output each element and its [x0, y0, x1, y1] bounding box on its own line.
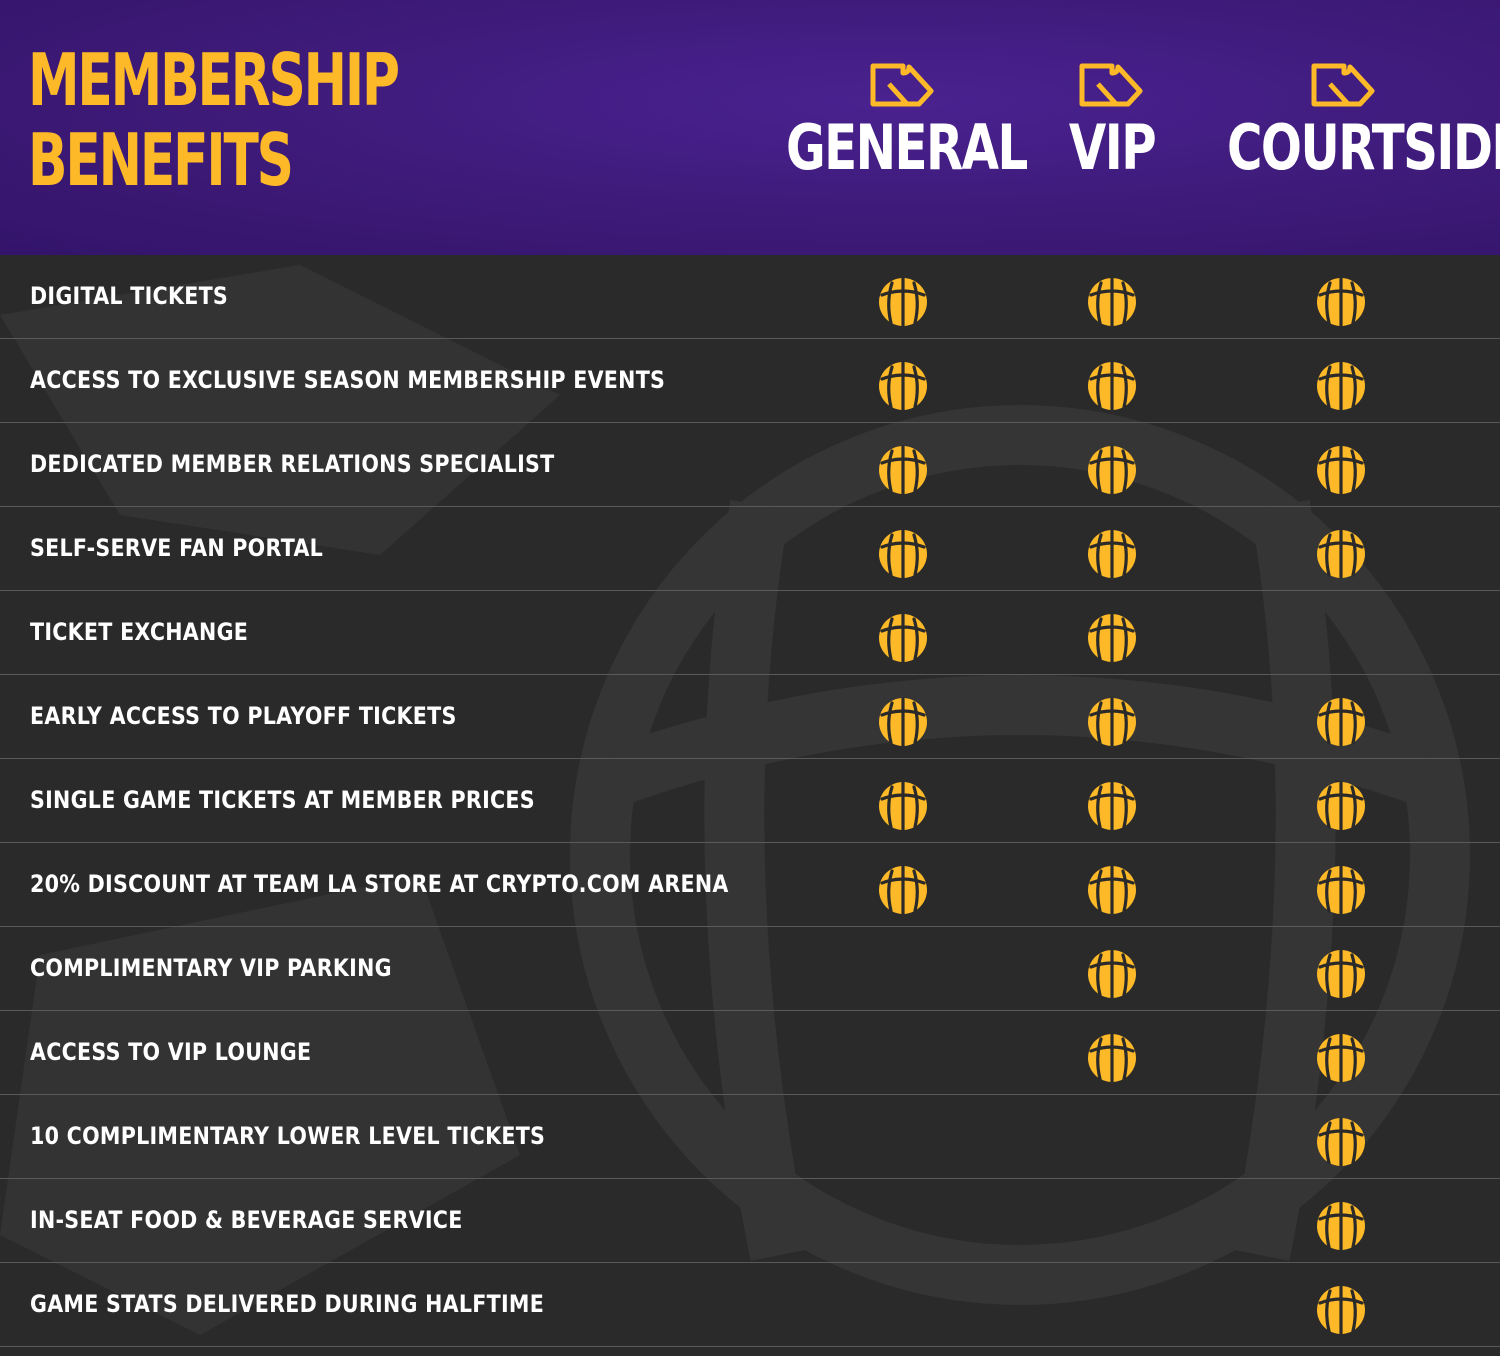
- tier-name-courtside: COURTSIDE: [1227, 111, 1500, 184]
- benefit-row: TICKET EXCHANGE: [0, 591, 1500, 675]
- basketball-icon: [1316, 445, 1366, 495]
- benefit-label: 10 COMPLIMENTARY LOWER LEVEL TICKETS: [30, 1122, 546, 1150]
- title-line-2: BENEFITS: [28, 118, 294, 202]
- basketball-icon: [1087, 781, 1137, 831]
- benefit-label: IN-SEAT FOOD & BEVERAGE SERVICE: [30, 1206, 463, 1234]
- basketball-icon: [1316, 1201, 1366, 1251]
- basketball-icon: [1087, 949, 1137, 999]
- ticket-icon: [870, 63, 934, 107]
- basketball-icon: [878, 361, 928, 411]
- basketball-icon: [1316, 361, 1366, 411]
- benefit-label: COMPLIMENTARY VIP PARKING: [30, 954, 392, 982]
- ticket-icon: [1311, 63, 1375, 107]
- benefits-table: DIGITAL TICKETS ACCESS TO EXCLUSIVE SEAS…: [0, 255, 1500, 1356]
- benefit-label: 20% DISCOUNT AT TEAM LA STORE AT CRYPTO.…: [30, 870, 729, 898]
- basketball-icon: [1087, 361, 1137, 411]
- benefit-row: ACCESS TO VIP LOUNGE: [0, 1011, 1500, 1095]
- tier-courtside: COURTSIDE: [1194, 60, 1500, 184]
- basketball-icon: [1087, 529, 1137, 579]
- benefit-label: SINGLE GAME TICKETS AT MEMBER PRICES: [30, 786, 535, 814]
- benefit-label: DEDICATED MEMBER RELATIONS SPECIALIST: [30, 450, 555, 478]
- benefit-label: DIGITAL TICKETS: [30, 282, 229, 310]
- basketball-icon: [878, 277, 928, 327]
- basketball-icon: [1316, 949, 1366, 999]
- basketball-icon: [1087, 865, 1137, 915]
- benefit-row: COMPLIMENTARY VIP PARKING: [0, 927, 1500, 1011]
- background-logo-watermark: [0, 265, 1470, 1335]
- basketball-icon: [878, 529, 928, 579]
- basketball-icon: [1316, 865, 1366, 915]
- benefit-row: SINGLE GAME TICKETS AT MEMBER PRICES: [0, 759, 1500, 843]
- benefit-row: DEDICATED MEMBER RELATIONS SPECIALIST: [0, 423, 1500, 507]
- basketball-icon: [1316, 1117, 1366, 1167]
- basketball-icon: [1316, 1033, 1366, 1083]
- benefit-label: GAME STATS DELIVERED DURING HALFTIME: [30, 1290, 545, 1318]
- basketball-icon: [1316, 277, 1366, 327]
- benefit-label: TICKET EXCHANGE: [30, 618, 249, 646]
- basketball-icon: [878, 865, 928, 915]
- page-title: MEMBERSHIP BENEFITS: [28, 38, 400, 202]
- basketball-icon: [1087, 697, 1137, 747]
- tier-general: GENERAL: [753, 60, 1053, 180]
- ticket-icon: [1079, 63, 1143, 107]
- benefit-row: 20% DISCOUNT AT TEAM LA STORE AT CRYPTO.…: [0, 843, 1500, 927]
- basketball-icon: [1087, 445, 1137, 495]
- benefit-row: GAME STATS DELIVERED DURING HALFTIME: [0, 1263, 1500, 1347]
- tier-name-general: GENERAL: [786, 111, 1028, 184]
- benefit-row: SELF-SERVE FAN PORTAL: [0, 507, 1500, 591]
- benefit-row: IN-SEAT FOOD & BEVERAGE SERVICE: [0, 1179, 1500, 1263]
- benefit-label: ACCESS TO VIP LOUNGE: [30, 1038, 312, 1066]
- tier-vip: VIP: [962, 60, 1262, 180]
- basketball-icon: [878, 781, 928, 831]
- benefit-label: EARLY ACCESS TO PLAYOFF TICKETS: [30, 702, 457, 730]
- basketball-icon: [1087, 613, 1137, 663]
- benefit-row: EARLY ACCESS TO PLAYOFF TICKETS: [0, 675, 1500, 759]
- benefit-row: DIGITAL TICKETS: [0, 255, 1500, 339]
- basketball-icon: [1087, 1033, 1137, 1083]
- basketball-icon: [1087, 277, 1137, 327]
- basketball-icon: [878, 613, 928, 663]
- header-banner: MEMBERSHIP BENEFITS GENERAL VIP: [0, 0, 1500, 255]
- benefit-label: SELF-SERVE FAN PORTAL: [30, 534, 324, 562]
- tier-name-vip: VIP: [1068, 111, 1157, 184]
- basketball-icon: [878, 697, 928, 747]
- basketball-icon: [878, 445, 928, 495]
- title-line-1: MEMBERSHIP: [28, 38, 400, 122]
- basketball-icon: [1316, 1285, 1366, 1335]
- benefit-row: 10 COMPLIMENTARY LOWER LEVEL TICKETS: [0, 1095, 1500, 1179]
- basketball-icon: [1316, 781, 1366, 831]
- basketball-icon: [1316, 529, 1366, 579]
- benefit-row: ACCESS TO EXCLUSIVE SEASON MEMBERSHIP EV…: [0, 339, 1500, 423]
- benefit-label: ACCESS TO EXCLUSIVE SEASON MEMBERSHIP EV…: [30, 366, 666, 394]
- basketball-icon: [1316, 697, 1366, 747]
